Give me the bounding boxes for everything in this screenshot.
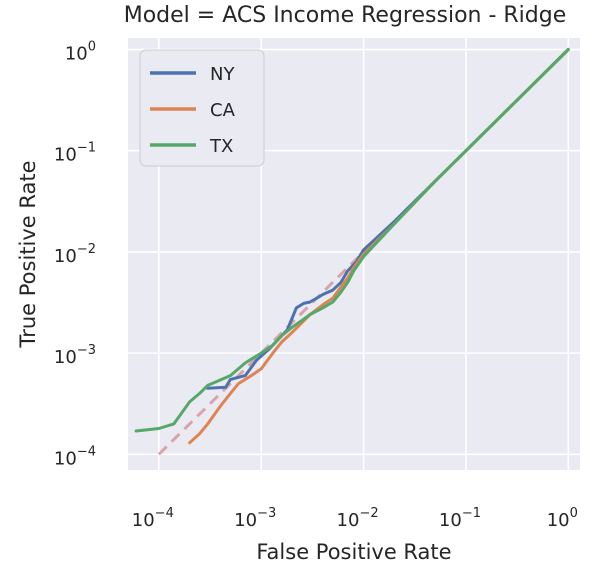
legend-label-ny: NY (210, 64, 235, 85)
y-tick-label: 100 (65, 40, 96, 65)
series-line-tx (134, 48, 570, 433)
chart-title: Model = ACS Income Regression - Ridge (124, 3, 567, 28)
y-axis-label: True Positive Rate (16, 160, 40, 348)
legend: NY CA TX (139, 49, 265, 167)
x-tick-label: 10−1 (439, 506, 481, 531)
x-tick-label: 10−3 (234, 506, 276, 531)
legend-label-tx: TX (209, 136, 233, 157)
y-tick-label: 10−1 (54, 141, 96, 166)
legend-box (139, 49, 265, 167)
x-tick-label: 10−4 (132, 506, 174, 531)
x-tick-labels: 10−4 10−3 10−2 10−1 100 (132, 506, 578, 531)
y-tick-labels: 10−4 10−3 10−2 10−1 100 (54, 40, 96, 470)
y-tick-label: 10−3 (54, 343, 96, 368)
x-axis-label: False Positive Rate (256, 540, 451, 564)
series-lines (134, 48, 570, 445)
x-tick-label: 10−2 (337, 506, 379, 531)
y-tick-label: 10−4 (54, 444, 96, 469)
y-tick-label: 10−2 (54, 242, 96, 267)
legend-label-ca: CA (210, 100, 236, 121)
x-tick-label: 100 (547, 506, 578, 531)
